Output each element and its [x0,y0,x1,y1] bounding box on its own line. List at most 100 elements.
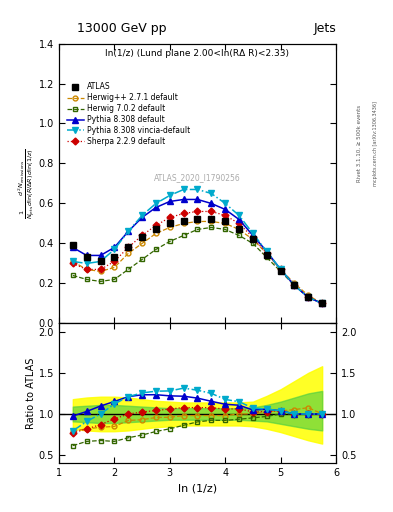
Herwig++ 2.7.1 default [112,264,117,270]
Pythia 8.308 default [126,228,130,234]
Pythia 8.308 default [306,294,310,301]
Herwig++ 2.7.1 default [278,266,283,272]
Pythia 8.308 default [320,301,325,307]
Pythia 8.308 default [237,217,241,223]
Herwig 7.0.2 default [140,257,145,263]
Pythia 8.308 default [195,197,200,203]
ATLAS [320,301,325,307]
Pythia 8.308 vincia-default [223,200,228,206]
Herwig 7.0.2 default [278,268,283,274]
Sherpa 2.2.9 default [209,208,214,215]
Herwig++ 2.7.1 default [84,266,89,272]
ATLAS [292,282,297,288]
Herwig++ 2.7.1 default [209,219,214,225]
Pythia 8.308 vincia-default [195,186,200,193]
Herwig 7.0.2 default [154,246,158,252]
ATLAS [140,234,145,241]
Herwig 7.0.2 default [209,224,214,230]
Pythia 8.308 default [209,200,214,206]
Herwig 7.0.2 default [292,282,297,288]
Herwig++ 2.7.1 default [140,240,145,246]
Text: 13000 GeV pp: 13000 GeV pp [77,22,167,34]
Pythia 8.308 vincia-default [112,246,117,252]
ATLAS [181,219,186,225]
Pythia 8.308 vincia-default [209,190,214,197]
Pythia 8.308 default [278,266,283,272]
Sherpa 2.2.9 default [70,261,75,267]
Herwig++ 2.7.1 default [292,281,297,287]
Pythia 8.308 default [84,252,89,259]
ATLAS [264,252,269,259]
Sherpa 2.2.9 default [278,266,283,272]
Herwig 7.0.2 default [195,226,200,232]
ATLAS [278,268,283,274]
Pythia 8.308 vincia-default [70,259,75,265]
Legend: ATLAS, Herwig++ 2.7.1 default, Herwig 7.0.2 default, Pythia 8.308 default, Pythi: ATLAS, Herwig++ 2.7.1 default, Herwig 7.… [66,81,192,147]
Herwig 7.0.2 default [98,279,103,285]
Line: Sherpa 2.2.9 default: Sherpa 2.2.9 default [70,209,325,306]
Sherpa 2.2.9 default [306,294,310,301]
Herwig 7.0.2 default [237,232,241,239]
Text: ln(1/z) (Lund plane 2.00<ln(RΔ R)<2.33): ln(1/z) (Lund plane 2.00<ln(RΔ R)<2.33) [105,49,290,58]
Pythia 8.308 default [98,252,103,259]
Herwig++ 2.7.1 default [98,268,103,274]
Pythia 8.308 default [251,232,255,239]
Pythia 8.308 vincia-default [278,266,283,272]
Line: ATLAS: ATLAS [70,217,325,307]
Herwig 7.0.2 default [126,266,130,272]
ATLAS [167,220,172,226]
Herwig++ 2.7.1 default [237,226,241,232]
Herwig 7.0.2 default [251,240,255,246]
Herwig++ 2.7.1 default [181,220,186,226]
Y-axis label: $\frac{1}{N_\mathrm{jets}}\frac{d^2N_\mathrm{emissions}}{d\ln(R/\Delta R)\,d\ln(: $\frac{1}{N_\mathrm{jets}}\frac{d^2N_\ma… [17,148,37,219]
Sherpa 2.2.9 default [251,234,255,241]
Herwig 7.0.2 default [84,276,89,283]
Sherpa 2.2.9 default [320,301,325,307]
Herwig 7.0.2 default [167,239,172,245]
Herwig 7.0.2 default [70,272,75,279]
ATLAS [195,217,200,223]
Pythia 8.308 vincia-default [84,261,89,267]
Sherpa 2.2.9 default [84,266,89,272]
Sherpa 2.2.9 default [195,208,200,215]
Herwig 7.0.2 default [112,276,117,283]
Sherpa 2.2.9 default [292,282,297,288]
Line: Pythia 8.308 vincia-default: Pythia 8.308 vincia-default [70,186,325,307]
Pythia 8.308 default [181,197,186,203]
Pythia 8.308 default [264,248,269,254]
Pythia 8.308 default [167,198,172,204]
Sherpa 2.2.9 default [181,210,186,217]
Pythia 8.308 vincia-default [306,294,310,301]
ATLAS [112,254,117,261]
ATLAS [237,226,241,232]
Herwig++ 2.7.1 default [223,220,228,226]
ATLAS [98,259,103,265]
Herwig++ 2.7.1 default [126,250,130,257]
Pythia 8.308 vincia-default [181,186,186,193]
Pythia 8.308 default [112,244,117,250]
ATLAS [306,294,310,301]
Sherpa 2.2.9 default [140,232,145,239]
Sherpa 2.2.9 default [264,250,269,257]
Pythia 8.308 default [140,215,145,221]
Herwig++ 2.7.1 default [195,219,200,225]
Herwig++ 2.7.1 default [306,292,310,298]
ATLAS [70,242,75,248]
Pythia 8.308 vincia-default [98,259,103,265]
Sherpa 2.2.9 default [112,259,117,265]
Pythia 8.308 default [223,206,228,212]
Pythia 8.308 vincia-default [140,212,145,219]
ATLAS [84,254,89,261]
Herwig 7.0.2 default [320,301,325,307]
Herwig 7.0.2 default [223,226,228,232]
Text: Jets: Jets [313,22,336,34]
ATLAS [154,226,158,232]
Text: ATLAS_2020_I1790256: ATLAS_2020_I1790256 [154,174,241,182]
ATLAS [251,237,255,243]
Line: Pythia 8.308 default: Pythia 8.308 default [70,196,325,307]
Pythia 8.308 vincia-default [264,248,269,254]
Herwig++ 2.7.1 default [70,259,75,265]
Pythia 8.308 vincia-default [167,193,172,199]
Text: mcplots.cern.ch [arXiv:1306.3436]: mcplots.cern.ch [arXiv:1306.3436] [373,101,378,186]
Text: Rivet 3.1.10, ≥ 500k events: Rivet 3.1.10, ≥ 500k events [357,105,362,182]
